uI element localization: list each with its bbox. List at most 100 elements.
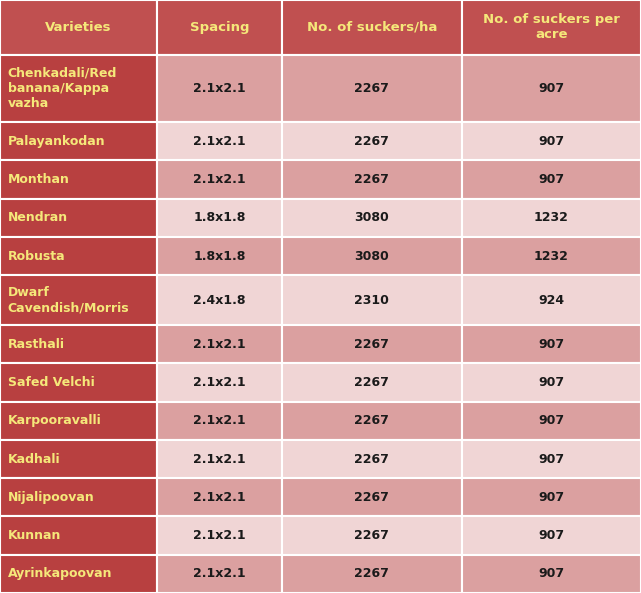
Text: Varieties: Varieties	[46, 21, 112, 34]
Text: 1232: 1232	[534, 211, 569, 224]
Bar	[157, 55, 282, 122]
Bar	[282, 517, 462, 554]
Bar	[462, 401, 641, 440]
Text: No. of suckers per
acre: No. of suckers per acre	[483, 13, 620, 42]
Bar	[282, 55, 462, 122]
Bar	[157, 517, 282, 554]
Bar	[157, 554, 282, 593]
Bar	[462, 325, 641, 364]
Text: Ayrinkapoovan: Ayrinkapoovan	[8, 568, 112, 581]
Text: Monthan: Monthan	[8, 173, 70, 186]
Text: 2.1x2.1: 2.1x2.1	[193, 173, 246, 186]
Text: Dwarf
Cavendish/Morris: Dwarf Cavendish/Morris	[8, 286, 129, 314]
Bar	[157, 0, 282, 55]
Bar	[0, 440, 157, 478]
Bar	[0, 517, 157, 554]
Bar	[157, 199, 282, 237]
Bar	[157, 364, 282, 401]
Bar	[282, 478, 462, 517]
Text: 2.1x2.1: 2.1x2.1	[193, 452, 246, 466]
Text: 2.1x2.1: 2.1x2.1	[193, 82, 246, 95]
Text: Rasthali: Rasthali	[8, 338, 65, 351]
Bar	[462, 0, 641, 55]
Bar	[462, 122, 641, 161]
Bar	[462, 440, 641, 478]
Bar	[282, 325, 462, 364]
Bar	[462, 364, 641, 401]
Text: 2.1x2.1: 2.1x2.1	[193, 376, 246, 389]
Text: 907: 907	[538, 173, 564, 186]
Text: 907: 907	[538, 82, 564, 95]
Text: 907: 907	[538, 338, 564, 351]
Text: 907: 907	[538, 568, 564, 581]
Text: 3080: 3080	[354, 211, 389, 224]
Bar	[282, 554, 462, 593]
Bar	[462, 554, 641, 593]
Text: 2267: 2267	[354, 415, 389, 428]
Text: 2267: 2267	[354, 82, 389, 95]
Text: Robusta: Robusta	[8, 250, 65, 263]
Text: 2.1x2.1: 2.1x2.1	[193, 568, 246, 581]
Bar	[0, 401, 157, 440]
Text: Safed Velchi: Safed Velchi	[8, 376, 94, 389]
Text: 907: 907	[538, 529, 564, 542]
Text: 3080: 3080	[354, 250, 389, 263]
Bar	[462, 478, 641, 517]
Text: 907: 907	[538, 415, 564, 428]
Bar	[0, 0, 157, 55]
Text: 1.8x1.8: 1.8x1.8	[194, 211, 246, 224]
Text: 2267: 2267	[354, 568, 389, 581]
Text: 907: 907	[538, 491, 564, 504]
Text: 2310: 2310	[354, 294, 389, 307]
Bar	[282, 275, 462, 325]
Text: 2.1x2.1: 2.1x2.1	[193, 491, 246, 504]
Bar	[462, 161, 641, 199]
Bar	[282, 237, 462, 275]
Text: Kadhali: Kadhali	[8, 452, 60, 466]
Text: Palayankodan: Palayankodan	[8, 135, 105, 148]
Text: 2267: 2267	[354, 491, 389, 504]
Bar	[282, 122, 462, 161]
Bar	[0, 364, 157, 401]
Bar	[157, 325, 282, 364]
Bar	[157, 440, 282, 478]
Text: 1.8x1.8: 1.8x1.8	[194, 250, 246, 263]
Text: 2267: 2267	[354, 173, 389, 186]
Text: Nijalipoovan: Nijalipoovan	[8, 491, 94, 504]
Bar	[282, 401, 462, 440]
Text: 2.1x2.1: 2.1x2.1	[193, 338, 246, 351]
Text: Nendran: Nendran	[8, 211, 68, 224]
Bar	[462, 55, 641, 122]
Bar	[282, 364, 462, 401]
Bar	[0, 161, 157, 199]
Text: 907: 907	[538, 376, 564, 389]
Text: 907: 907	[538, 135, 564, 148]
Text: 2.1x2.1: 2.1x2.1	[193, 135, 246, 148]
Bar	[0, 237, 157, 275]
Bar	[0, 478, 157, 517]
Text: 907: 907	[538, 452, 564, 466]
Bar	[0, 275, 157, 325]
Text: 2267: 2267	[354, 338, 389, 351]
Bar	[0, 554, 157, 593]
Text: No. of suckers/ha: No. of suckers/ha	[306, 21, 437, 34]
Bar	[0, 122, 157, 161]
Bar	[462, 199, 641, 237]
Bar	[157, 401, 282, 440]
Text: 924: 924	[538, 294, 564, 307]
Bar	[157, 161, 282, 199]
Text: Karpooravalli: Karpooravalli	[8, 415, 101, 428]
Bar	[157, 122, 282, 161]
Bar	[0, 55, 157, 122]
Bar	[462, 275, 641, 325]
Text: 2.1x2.1: 2.1x2.1	[193, 529, 246, 542]
Text: 2.4x1.8: 2.4x1.8	[194, 294, 246, 307]
Bar	[282, 0, 462, 55]
Bar	[157, 478, 282, 517]
Text: 2267: 2267	[354, 376, 389, 389]
Text: Spacing: Spacing	[190, 21, 249, 34]
Bar	[157, 237, 282, 275]
Bar	[0, 325, 157, 364]
Bar	[462, 517, 641, 554]
Bar	[462, 237, 641, 275]
